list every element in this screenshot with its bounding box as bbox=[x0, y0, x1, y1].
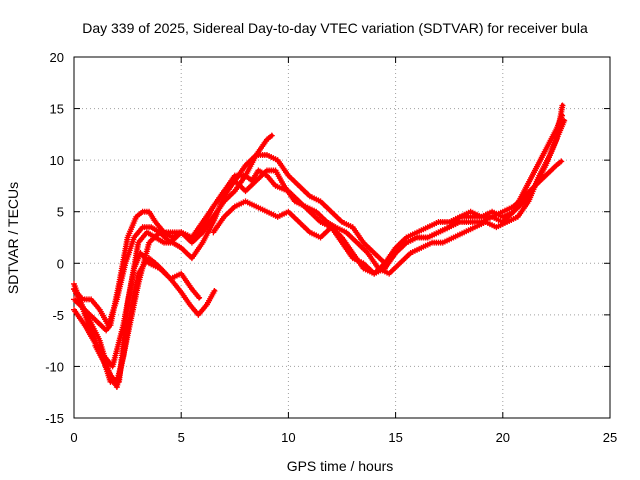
x-tick-label: 25 bbox=[603, 430, 617, 445]
data-series bbox=[71, 102, 568, 391]
data-point-markers bbox=[92, 132, 275, 391]
y-tick-label: -15 bbox=[45, 411, 64, 426]
y-axis-label: SDTVAR / TECUs bbox=[5, 182, 21, 294]
data-point-markers bbox=[210, 102, 566, 277]
series-line bbox=[211, 103, 565, 276]
data-point-markers bbox=[71, 151, 565, 329]
x-tick-label: 10 bbox=[281, 430, 295, 445]
y-tick-label: 0 bbox=[57, 256, 64, 271]
y-tick-label: 10 bbox=[50, 153, 64, 168]
series-7 bbox=[210, 102, 566, 277]
x-axis-label: GPS time / hours bbox=[287, 458, 394, 474]
x-tick-label: 15 bbox=[388, 430, 402, 445]
y-tick-label: 20 bbox=[50, 50, 64, 65]
grid bbox=[74, 57, 610, 418]
series-5 bbox=[71, 151, 565, 329]
y-tick-label: 15 bbox=[50, 102, 64, 117]
chart-title: Day 339 of 2025, Sidereal Day-to-day VTE… bbox=[82, 20, 588, 36]
plot-frame bbox=[73, 56, 611, 419]
series-line bbox=[72, 153, 564, 327]
y-tick-label: -10 bbox=[45, 359, 64, 374]
y-tick-label: 5 bbox=[57, 205, 64, 220]
series-6 bbox=[92, 132, 275, 391]
x-tick-label: 0 bbox=[70, 430, 77, 445]
ticks: 0 5 10 15 20 25 -15 -10 -5 0 5 10 15 20 bbox=[45, 50, 617, 445]
axes bbox=[73, 56, 611, 419]
x-tick-label: 20 bbox=[496, 430, 510, 445]
x-tick-label: 5 bbox=[178, 430, 185, 445]
y-tick-label: -5 bbox=[52, 308, 64, 323]
